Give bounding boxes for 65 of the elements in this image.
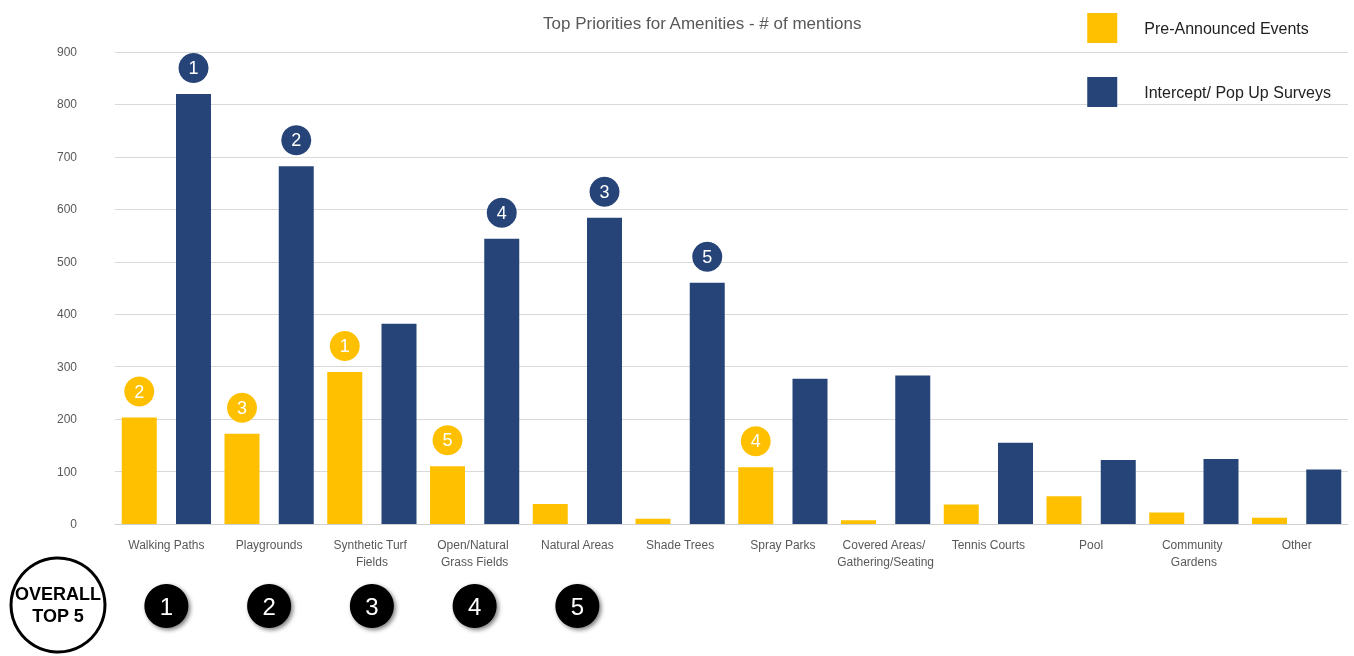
y-tick-label: 200 xyxy=(56,412,78,427)
legend-label: Pre-Announced Events xyxy=(1144,19,1309,37)
annotation: 1 xyxy=(339,335,350,356)
x-tick-label: Open/Natural Grass Fields xyxy=(437,537,512,569)
y-tick-label: 300 xyxy=(56,359,78,374)
x-tick-label: Tennis Courts xyxy=(951,537,1026,552)
x-tick-label: Synthetic Turf Fields xyxy=(333,537,411,569)
chart-title: Top Priorities for Amenities - # of mentions xyxy=(543,14,862,33)
bar xyxy=(689,282,725,524)
text: OVERALL TOP 5 xyxy=(14,584,102,626)
bar xyxy=(635,518,671,524)
bar xyxy=(176,93,211,524)
annotation: 5 xyxy=(442,430,453,451)
x-tick-label: Walking Paths xyxy=(128,537,205,552)
annotation: 2 xyxy=(134,381,145,402)
annotation: 4 xyxy=(750,431,761,452)
annotation: 2 xyxy=(291,130,302,151)
bar xyxy=(1306,469,1342,524)
x-tick-label: Playgrounds xyxy=(235,537,303,552)
bar xyxy=(327,371,363,524)
text: 2 xyxy=(262,592,276,620)
x-tick-label: Spray Parks xyxy=(750,537,816,552)
x-tick-label: Pool xyxy=(1079,537,1104,552)
x-tick-label: Shade Trees xyxy=(646,537,715,552)
text: 3 xyxy=(365,592,379,620)
x-tick-label: Other xyxy=(1281,537,1312,552)
bar xyxy=(1100,460,1136,524)
bar xyxy=(587,217,622,524)
y-tick-label: 0 xyxy=(70,517,78,531)
text: 5 xyxy=(570,592,585,620)
bar xyxy=(381,323,417,524)
bar xyxy=(792,378,828,524)
bar xyxy=(841,520,876,524)
bar xyxy=(998,442,1033,524)
annotation: 3 xyxy=(236,397,248,418)
bar xyxy=(1046,496,1082,524)
bar xyxy=(430,466,465,524)
bar xyxy=(532,504,568,524)
y-tick-label: 600 xyxy=(56,202,78,217)
text: 1 xyxy=(159,592,174,620)
bar xyxy=(895,375,931,524)
y-tick-label: 900 xyxy=(56,45,78,59)
annotation: 1 xyxy=(188,57,199,78)
annotation: 3 xyxy=(599,181,610,202)
x-tick-label: Covered Areas/ Gathering/Seating xyxy=(837,537,934,569)
annotation: 5 xyxy=(702,246,713,267)
bar xyxy=(1203,458,1239,524)
bar xyxy=(278,166,314,524)
x-tick-label: Community Gardens xyxy=(1161,537,1226,569)
bar xyxy=(224,433,260,524)
legend-label: Intercept/ Pop Up Surveys xyxy=(1144,83,1332,101)
bar xyxy=(1252,517,1287,524)
y-tick-label: 400 xyxy=(56,307,78,322)
text: 4 xyxy=(467,592,482,620)
annotation: 4 xyxy=(496,202,507,223)
y-tick-label: 500 xyxy=(56,254,78,269)
y-tick-label: 800 xyxy=(56,97,78,112)
bar xyxy=(121,417,157,524)
y-tick-label: 100 xyxy=(56,464,78,479)
bar xyxy=(484,238,520,524)
bar xyxy=(943,504,979,524)
bar xyxy=(1149,512,1185,524)
bar xyxy=(738,467,774,524)
y-tick-label: 700 xyxy=(56,149,78,164)
x-tick-label: Natural Areas xyxy=(541,537,614,552)
